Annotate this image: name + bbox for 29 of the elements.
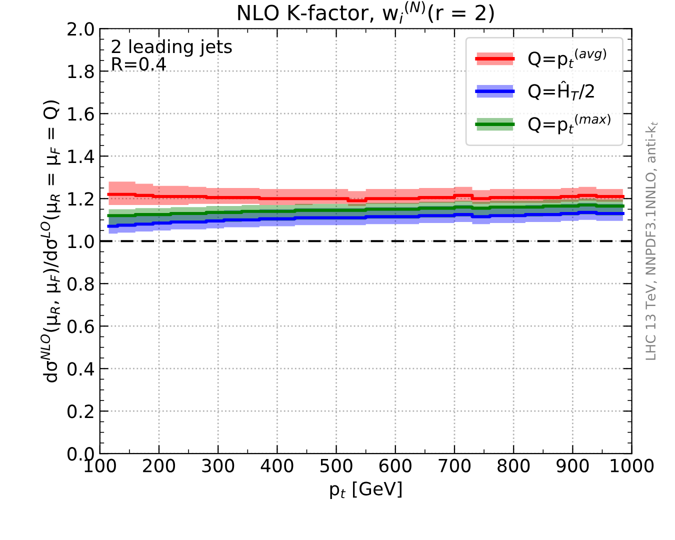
- text: LHC 13 TeV, NNPDF3.1NNLO, anti-k$_{t}$: [645, 122, 658, 360]
- chart-title: NLO K-factor, w$_{i}$$^{(N)}$(r = 2): [238, 1, 494, 24]
- x-tick-label: 200: [143, 458, 176, 472]
- y-tick-label: 0.8: [68, 277, 94, 291]
- y-tick-label: 0.2: [68, 404, 94, 418]
- annotation: 2 leading jets R=0.4: [112, 39, 232, 71]
- x-tick-label: 900: [556, 458, 589, 472]
- y-tick-label: 2.0: [68, 22, 94, 36]
- y-tick-label: 1.2: [68, 192, 94, 206]
- x-tick-label: 1000: [610, 458, 654, 472]
- x-tick-label: 700: [438, 458, 471, 472]
- x-tick-label: 500: [320, 458, 352, 472]
- y-tick-label: 1.0: [68, 234, 94, 248]
- y-tick-label: 0.4: [68, 362, 94, 376]
- y-tick-label: 1.6: [68, 107, 94, 121]
- legend-label: Q=Ĥ$_{T}$/2: [528, 80, 594, 101]
- legend-label: Q=p$_{t}$$^{(max)}$: [528, 114, 610, 134]
- x-axis-title: p$_{t}$ [GeV]: [330, 481, 402, 499]
- text: dσ$^{NLO}$(μ$_{R}$, μ$_{F}$)/dσ$^{LO}$(μ$_{R}$ = μ$_{F}$ = Q): [40, 100, 61, 382]
- y-tick-label: 0.6: [68, 320, 94, 334]
- x-tick-label: 300: [202, 458, 234, 472]
- x-tick-label: 600: [379, 458, 412, 472]
- y-tick-label: 1.4: [68, 150, 94, 163]
- x-tick-label: 400: [260, 458, 294, 472]
- legend-label: Q=p$_{t}$$^{(avg)}$: [528, 48, 606, 69]
- x-tick-label: 800: [498, 458, 530, 472]
- x-tick-label: 100: [84, 458, 116, 472]
- y-tick-label: 1.8: [68, 64, 94, 78]
- y-tick-label: 0.0: [68, 447, 94, 461]
